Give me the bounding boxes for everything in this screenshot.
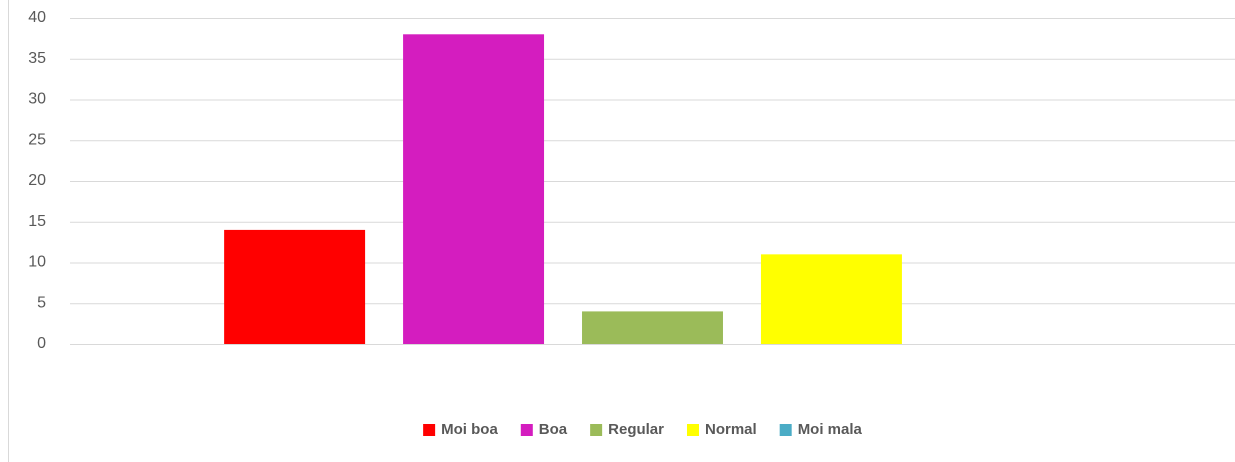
y-tick-label: 30 [28,91,46,108]
legend-label: Normal [705,421,757,438]
legend-swatch [423,424,436,436]
y-tick-label: 25 [28,131,46,148]
legend-swatch [779,424,792,436]
legend-label: Moi boa [441,421,498,438]
bar [582,311,723,344]
y-tick-label: 40 [28,9,46,26]
legend-label: Boa [539,421,568,438]
legend-label: Regular [608,421,664,438]
y-tick-label: 10 [28,254,46,271]
bar [224,229,366,344]
bar [403,34,545,345]
legend-swatch [520,424,533,436]
y-tick-label: 15 [28,213,46,230]
legend-swatch [590,424,603,436]
y-tick-label: 35 [28,50,46,67]
y-tick-label: 20 [28,172,46,189]
bar [760,254,902,344]
legend-swatch [687,424,699,436]
y-tick-label: 5 [37,294,46,311]
y-tick-label: 0 [37,335,46,352]
legend-label: Moi mala [798,421,863,438]
